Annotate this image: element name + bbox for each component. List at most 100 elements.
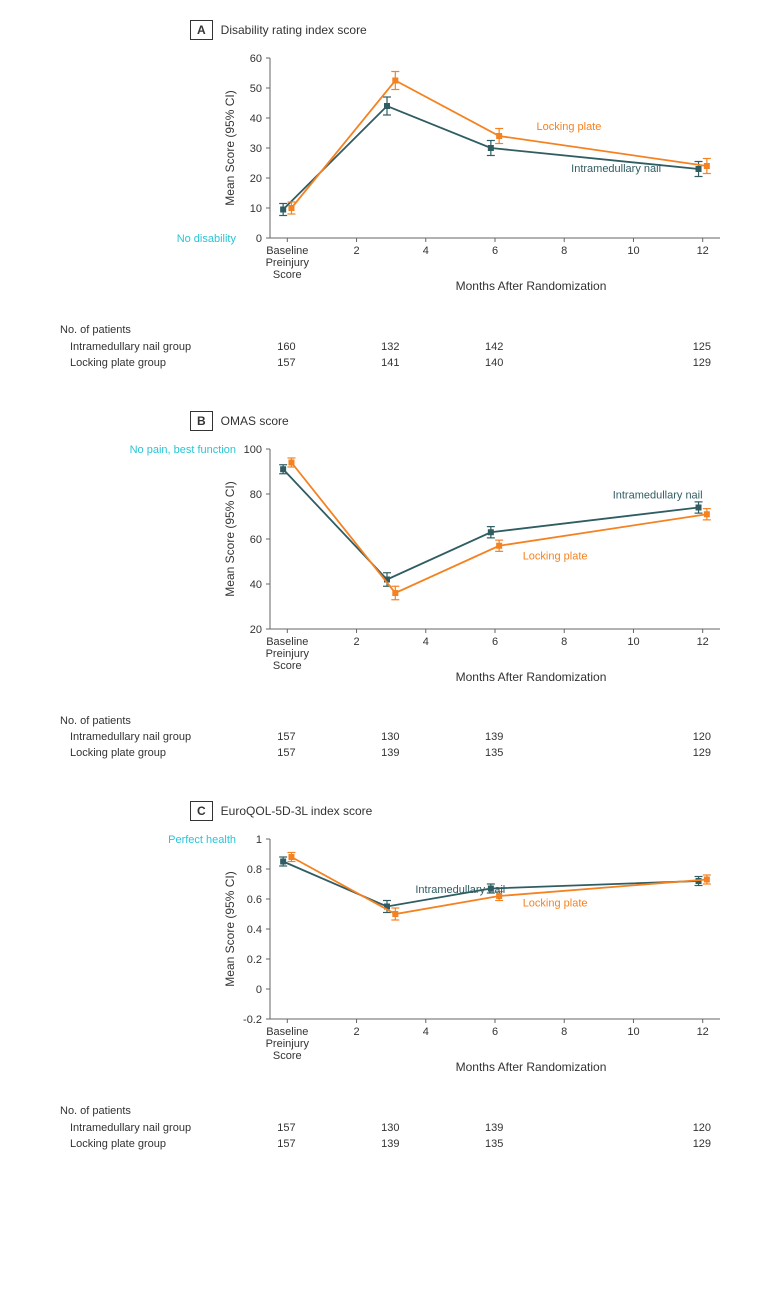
svg-text:10: 10 xyxy=(627,245,639,257)
marker-plate xyxy=(496,542,502,548)
n-row-plate-label: Locking plate group xyxy=(30,745,250,762)
svg-text:1: 1 xyxy=(256,834,262,846)
n-row-plate-val: 129 xyxy=(693,1136,711,1153)
panel-title: OMAS score xyxy=(221,414,289,428)
n-row-nail: Intramedullary nail group157130139120 xyxy=(30,1120,750,1136)
n-row-nail-val: 157 xyxy=(277,1120,295,1137)
svg-text:40: 40 xyxy=(250,113,262,125)
panel-letter: B xyxy=(190,411,213,431)
n-row-nail-val: 120 xyxy=(693,729,711,746)
n-row-plate: Locking plate group 157 139 135 129 xyxy=(30,1136,750,1152)
y-axis-label: Mean Score (95% CI) xyxy=(223,871,237,986)
n-row-nail-label: Intramedullary nail group xyxy=(30,339,250,356)
n-row-nail-val: 142 xyxy=(485,339,503,356)
marker-plate xyxy=(704,163,710,169)
n-row-plate-val: 157 xyxy=(277,745,295,762)
svg-text:20: 20 xyxy=(250,173,262,185)
series-line-plate xyxy=(291,462,706,593)
n-row-plate-val: 140 xyxy=(485,355,503,372)
n-row-nail-val: 160 xyxy=(277,339,295,356)
svg-text:0.8: 0.8 xyxy=(247,864,262,876)
n-row-nail-label: Intramedullary nail group xyxy=(30,1120,250,1137)
svg-text:Preinjury: Preinjury xyxy=(266,648,310,660)
inline-label-plate: Locking plate xyxy=(537,121,602,133)
n-row-plate-val: 129 xyxy=(693,355,711,372)
n-row-nail-label: Intramedullary nail group xyxy=(30,729,250,746)
n-row-plate-label: Locking plate group xyxy=(30,1136,250,1153)
svg-text:80: 80 xyxy=(250,489,262,501)
marker-nail xyxy=(696,166,702,172)
n-row-plate-val: 157 xyxy=(277,355,295,372)
marker-nail xyxy=(488,529,494,535)
svg-text:Baseline: Baseline xyxy=(266,1026,308,1038)
svg-text:-0.2: -0.2 xyxy=(243,1014,262,1026)
n-row-plate: Locking plate group 157 141 140 129 xyxy=(30,355,750,371)
svg-text:Score: Score xyxy=(273,269,302,281)
panel-letter: C xyxy=(190,801,213,821)
svg-text:40: 40 xyxy=(250,579,262,591)
marker-plate xyxy=(288,205,294,211)
panel-title: Disability rating index score xyxy=(221,23,367,37)
panel-a: ADisability rating index score 0 10 20 30 40 5… xyxy=(30,20,750,371)
marker-nail xyxy=(280,207,286,213)
svg-text:0: 0 xyxy=(256,233,262,245)
svg-text:60: 60 xyxy=(250,53,262,65)
x-axis-label: Months After Randomization xyxy=(456,279,607,293)
svg-text:Score: Score xyxy=(273,1050,302,1062)
marker-plate xyxy=(392,590,398,596)
n-row-nail: Intramedullary nail group160132142125 xyxy=(30,339,750,355)
svg-text:4: 4 xyxy=(423,1026,429,1038)
svg-text:0: 0 xyxy=(256,984,262,996)
y-axis-label: Mean Score (95% CI) xyxy=(223,90,237,205)
inline-label-nail: Intramedullary nail xyxy=(613,489,703,501)
inline-label-nail: Intramedullary nail xyxy=(571,163,661,175)
svg-text:12: 12 xyxy=(697,1026,709,1038)
svg-text:12: 12 xyxy=(697,636,709,648)
marker-nail xyxy=(696,504,702,510)
marker-plate xyxy=(496,133,502,139)
panel-c: CEuroQOL-5D-3L index score-0.200.20.40.6… xyxy=(30,801,750,1152)
chart-area: 0 10 20 30 40 50 60 No disability Mean Score (95… xyxy=(30,48,750,308)
svg-text:6: 6 xyxy=(492,1026,498,1038)
svg-text:6: 6 xyxy=(492,636,498,648)
series-line-plate xyxy=(291,81,706,209)
n-row-plate-val: 139 xyxy=(381,1136,399,1153)
n-table-header: No. of patients xyxy=(30,713,750,730)
panel-header: C EuroQOL-5D-3L index score xyxy=(190,801,750,821)
svg-text:12: 12 xyxy=(697,245,709,257)
svg-text:50: 50 xyxy=(250,83,262,95)
n-table-header: No. of patients xyxy=(30,1103,750,1120)
chart-svg: 0 10 20 30 40 50 60 No disability Mean Score (95… xyxy=(30,48,780,308)
panel-header: ADisability rating index score xyxy=(190,20,750,40)
svg-text:Preinjury: Preinjury xyxy=(266,1038,310,1050)
svg-text:30: 30 xyxy=(250,143,262,155)
svg-text:Baseline: Baseline xyxy=(266,636,308,648)
n-row-plate-val: 141 xyxy=(381,355,399,372)
n-table: No. of patientsIntramedullary nail group… xyxy=(30,713,750,762)
n-row-plate-val: 135 xyxy=(485,745,503,762)
inline-label-nail: Intramedullary nail xyxy=(415,884,505,896)
n-row-nail-val: 130 xyxy=(381,1120,399,1137)
svg-text:8: 8 xyxy=(561,245,567,257)
inline-label-plate: Locking plate xyxy=(523,898,588,910)
panel-title: EuroQOL-5D-3L index score xyxy=(221,804,373,818)
panel-b: BOMAS score20406080100No pain, best func… xyxy=(30,411,750,762)
anchor-label: No pain, best function xyxy=(130,444,236,456)
svg-text:Baseline: Baseline xyxy=(266,245,308,257)
n-table-header: No. of patients xyxy=(30,322,750,339)
svg-text:Preinjury: Preinjury xyxy=(266,257,310,269)
anchor-label: No disability xyxy=(177,233,237,245)
n-row-plate-label: Locking plate group xyxy=(30,355,250,372)
svg-text:4: 4 xyxy=(423,636,429,648)
svg-text:4: 4 xyxy=(423,245,429,257)
svg-text:10: 10 xyxy=(250,203,262,215)
svg-text:20: 20 xyxy=(250,624,262,636)
svg-text:0.2: 0.2 xyxy=(247,954,262,966)
n-row-nail-val: 157 xyxy=(277,729,295,746)
n-row-plate-val: 157 xyxy=(277,1136,295,1153)
marker-plate xyxy=(392,78,398,84)
n-table: No. of patientsIntramedullary nail group… xyxy=(30,322,750,371)
n-row-plate-val: 135 xyxy=(485,1136,503,1153)
marker-plate xyxy=(704,511,710,517)
svg-text:8: 8 xyxy=(561,636,567,648)
